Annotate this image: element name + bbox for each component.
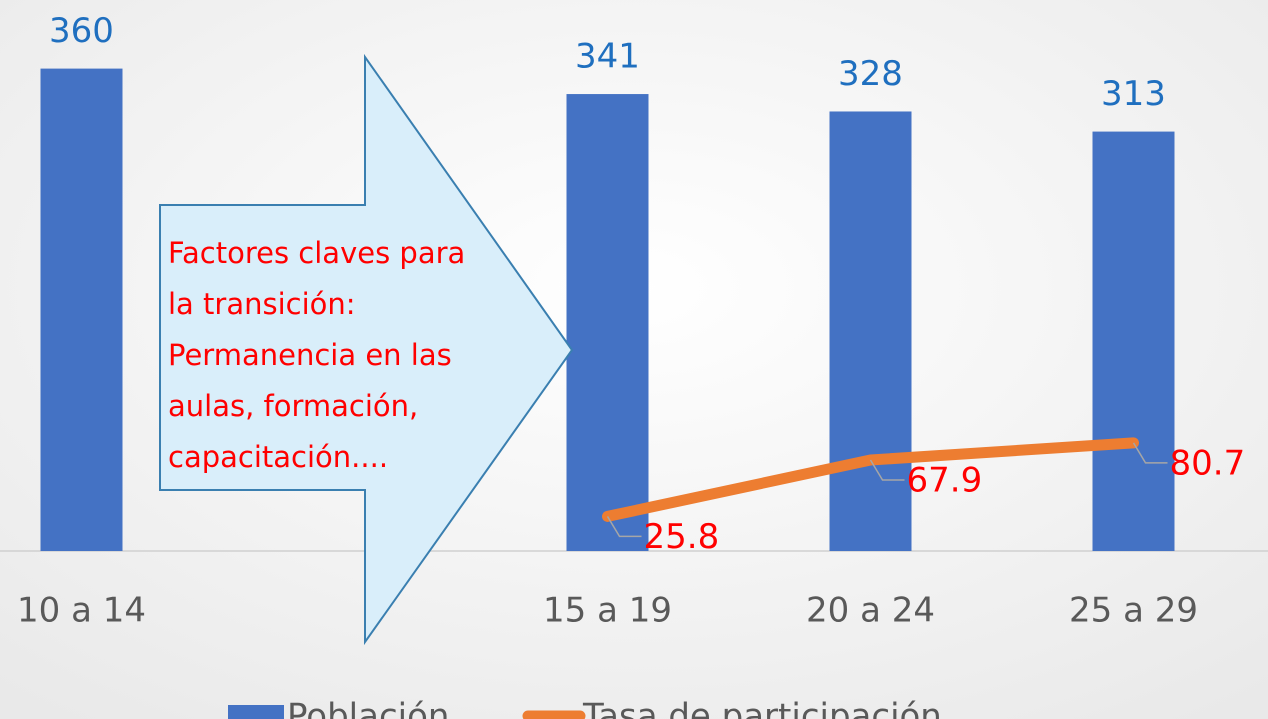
legend-label: Tasa de participación [582, 697, 942, 719]
line-value-label: 80.7 [1170, 443, 1246, 483]
annotation-arrow [159, 53, 574, 646]
line-value-label: 25.8 [644, 517, 720, 557]
annotation-text: la transición: [168, 287, 356, 321]
leader-line [1132, 442, 1168, 464]
legend: Población Tasa de participación [228, 697, 942, 719]
bar [40, 68, 123, 551]
annotation: Factores claves para la transición: Perman… [168, 236, 465, 474]
legend-label: Población [287, 697, 449, 719]
bars: 10 a 14 15 a 19 20 a 24 25 a 29 360 341 328 313 [17, 11, 1198, 630]
bar-value-label: 360 [49, 11, 114, 51]
bar [829, 111, 912, 551]
x-tick-label: 10 a 14 [17, 591, 146, 631]
x-tick-label: 25 a 29 [1069, 591, 1198, 631]
annotation-text: aulas, formación, [168, 389, 418, 423]
annotation-text: Factores claves para [168, 236, 465, 270]
leader-line [869, 459, 905, 481]
annotation-text: capacitación.... [168, 440, 388, 474]
lines: 25.8 67.9 80.7 [602, 437, 1246, 557]
bar-value-label: 328 [838, 54, 903, 94]
bar-value-label: 341 [575, 37, 640, 77]
x-tick-label: 20 a 24 [806, 591, 935, 631]
bar-value-label: 313 [1101, 74, 1166, 114]
bar [566, 94, 649, 551]
bar [1092, 131, 1175, 551]
leader-line [606, 516, 642, 538]
x-tick-label: 15 a 19 [543, 591, 672, 631]
line-value-label: 67.9 [907, 461, 983, 501]
legend-swatch [228, 705, 284, 719]
annotation-text: Permanencia en las [168, 338, 452, 372]
